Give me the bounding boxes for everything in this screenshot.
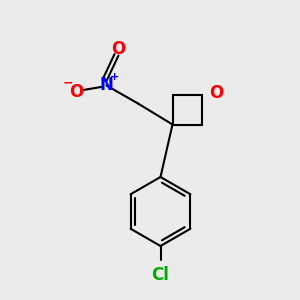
Text: Cl: Cl [152, 266, 169, 284]
Text: O: O [209, 84, 223, 102]
Text: O: O [111, 40, 126, 58]
Text: +: + [110, 72, 119, 82]
Text: O: O [69, 82, 84, 100]
Text: N: N [100, 76, 113, 94]
Text: −: − [63, 76, 74, 90]
